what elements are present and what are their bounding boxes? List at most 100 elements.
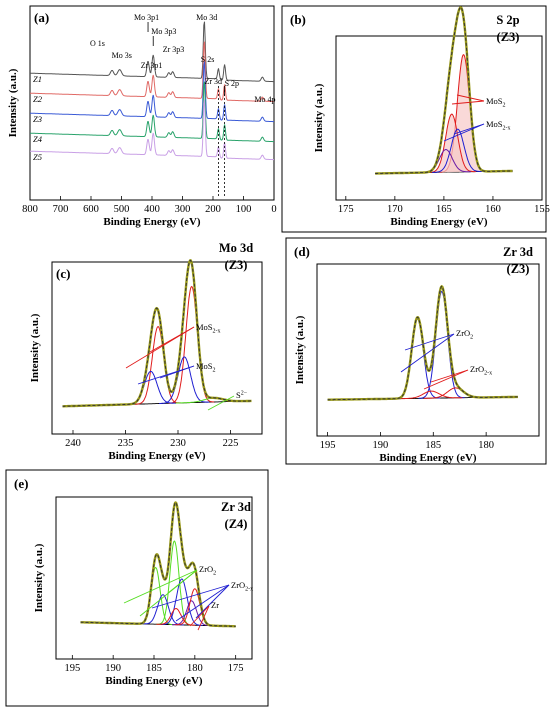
leader-line bbox=[195, 584, 230, 619]
x-axis-label: Binding Energy (eV) bbox=[105, 675, 203, 687]
panel-subtitle: (Z3) bbox=[497, 30, 520, 44]
peak-label: Zr 3p3 bbox=[163, 45, 185, 54]
fit-envelope bbox=[62, 259, 252, 407]
x-tick-label: 400 bbox=[144, 204, 160, 215]
component-zro2-x bbox=[399, 390, 463, 400]
x-tick-label: 225 bbox=[223, 438, 239, 449]
survey-line-z4 bbox=[30, 81, 274, 143]
measured-spectrum bbox=[327, 284, 518, 401]
fit-envelope bbox=[80, 501, 236, 627]
x-tick-label: 300 bbox=[175, 204, 191, 215]
survey-line-z2 bbox=[30, 41, 274, 103]
peak-label: S 2s bbox=[201, 55, 215, 64]
leader-line bbox=[423, 369, 469, 390]
component-label: Zr bbox=[211, 600, 219, 610]
x-tick-label: 700 bbox=[53, 204, 69, 215]
leader-line bbox=[189, 605, 210, 627]
leader-line bbox=[207, 395, 235, 411]
panel-b: 175 170 165 160 155 Binding Energy (eV) Intens… bbox=[281, 5, 550, 233]
y-axis-label: Intensity (a.u.) bbox=[294, 315, 306, 384]
component-label: ZrO2-x bbox=[470, 364, 492, 377]
component-label: MoS2-x bbox=[196, 322, 221, 335]
component-zro2 bbox=[156, 540, 192, 626]
y-axis-label: Intensity (a.u.) bbox=[313, 83, 325, 152]
component-zr bbox=[156, 607, 196, 626]
panel-c: 240 235 230 225 Binding Energy (eV) Intensity… bbox=[29, 241, 263, 462]
x-tick-label: 175 bbox=[338, 204, 354, 215]
survey-line-z5 bbox=[30, 99, 274, 161]
peak-label: Zr 3p1 bbox=[141, 61, 163, 70]
component-label: ZrO2 bbox=[456, 328, 473, 341]
leader-line bbox=[443, 123, 485, 142]
series-label-z2: Z2 bbox=[33, 94, 43, 104]
component-zro2-x bbox=[141, 594, 184, 626]
x-tick-label: 165 bbox=[436, 204, 452, 215]
panel-e: 195 190 185 180 175 Binding Energy (eV) Intens… bbox=[5, 469, 269, 707]
x-tick-label: 180 bbox=[187, 663, 203, 674]
peak-label: Mo 4p bbox=[254, 95, 275, 104]
series-label-z5: Z5 bbox=[33, 152, 42, 162]
survey-line-z1 bbox=[30, 21, 274, 83]
x-tick-label: 230 bbox=[170, 438, 186, 449]
leader-line bbox=[123, 569, 198, 604]
y-axis-label: Intensity (a.u.) bbox=[7, 68, 19, 137]
leader-line bbox=[197, 605, 210, 631]
panel-tag: (d) bbox=[294, 244, 310, 259]
leader-line bbox=[175, 584, 230, 622]
component-zro2-x bbox=[172, 600, 211, 627]
x-tick-label: 100 bbox=[236, 204, 252, 215]
panel-title: S 2p bbox=[496, 13, 519, 27]
panel-subtitle: (Z3) bbox=[225, 258, 248, 272]
component-label: MoS2-x bbox=[486, 119, 511, 132]
panel-subtitle: (Z4) bbox=[225, 517, 248, 531]
x-axis-label: Binding Energy (eV) bbox=[390, 216, 488, 228]
component-zro2 bbox=[418, 290, 465, 399]
component-mos2 bbox=[427, 113, 476, 173]
survey-line-z3 bbox=[30, 61, 274, 123]
leader-line bbox=[137, 365, 195, 385]
leader-line bbox=[404, 333, 455, 351]
panel-tag: (e) bbox=[14, 476, 28, 491]
peak-label: Mo 3d bbox=[196, 13, 217, 22]
leader-line bbox=[125, 326, 195, 369]
component-mos2-x bbox=[135, 326, 181, 405]
series-label-z1: Z1 bbox=[33, 74, 42, 84]
x-tick-label: 500 bbox=[114, 204, 130, 215]
component-label: MoS2 bbox=[196, 361, 216, 374]
x-tick-label: 200 bbox=[205, 204, 221, 215]
panel-title: Mo 3d bbox=[219, 241, 253, 255]
series-label-z3: Z3 bbox=[33, 114, 42, 124]
component-shade bbox=[439, 54, 488, 173]
x-tick-label: 600 bbox=[83, 204, 99, 215]
plot-frame bbox=[316, 263, 540, 437]
fit-envelope bbox=[375, 6, 513, 174]
x-tick-label: 235 bbox=[118, 438, 134, 449]
x-tick-label: 240 bbox=[65, 438, 81, 449]
y-axis-label: Intensity (a.u.) bbox=[33, 543, 45, 612]
x-tick-label: 195 bbox=[64, 663, 80, 674]
leader-line bbox=[456, 94, 485, 102]
peak-label: Zr 3d bbox=[204, 77, 222, 86]
y-axis-label: Intensity (a.u.) bbox=[29, 313, 41, 382]
leader-line bbox=[451, 100, 485, 105]
panel-border bbox=[285, 237, 547, 465]
x-tick-label: 170 bbox=[387, 204, 403, 215]
plot-frame bbox=[55, 496, 253, 660]
x-tick-label: 160 bbox=[485, 204, 501, 215]
x-tick-label: 185 bbox=[146, 663, 162, 674]
panel-a: 800 700 600 500 400 300 200 100 0 Binding Energy … bbox=[7, 5, 277, 228]
panel-title: Zr 3d bbox=[503, 245, 533, 259]
x-tick-label: 195 bbox=[320, 440, 336, 451]
panel-tag: (b) bbox=[290, 12, 306, 27]
component-label: ZrO2 bbox=[199, 564, 216, 577]
peak-label: Mo 3p1 bbox=[134, 13, 159, 22]
x-tick-label: 185 bbox=[425, 440, 441, 451]
panel-tag: (a) bbox=[34, 10, 49, 25]
x-tick-label: 180 bbox=[478, 440, 494, 451]
x-tick-label: 175 bbox=[228, 663, 244, 674]
panel-border bbox=[281, 5, 547, 233]
component-label: ZrO2-x bbox=[231, 580, 253, 593]
component-zro2-x bbox=[160, 578, 203, 626]
x-axis-label: Binding Energy (eV) bbox=[108, 450, 206, 462]
